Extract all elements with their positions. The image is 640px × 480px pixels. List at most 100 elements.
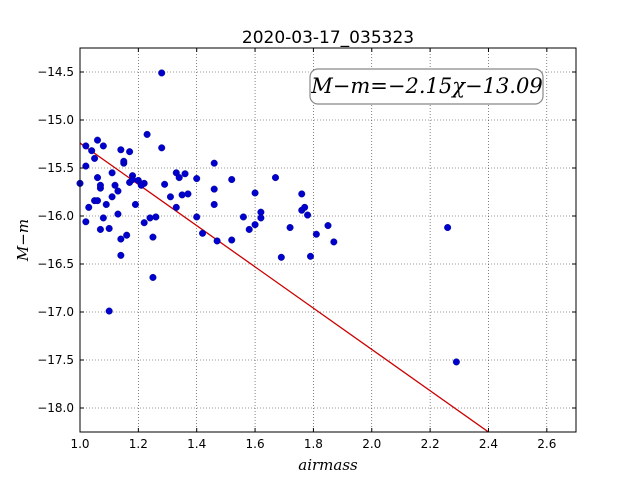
- data-point: [245, 225, 253, 233]
- data-point: [85, 203, 93, 211]
- data-point: [143, 130, 151, 138]
- chart-title: 2020-03-17_035323: [242, 28, 414, 48]
- data-point: [251, 221, 259, 229]
- plot-area: [76, 69, 490, 432]
- data-point: [286, 224, 294, 232]
- data-point: [82, 218, 90, 226]
- y-tick-label: −16.5: [37, 257, 74, 271]
- data-point: [172, 203, 180, 211]
- y-tick-label: −15.0: [37, 113, 74, 127]
- y-tick-label: −15.5: [37, 161, 74, 175]
- data-point: [251, 189, 259, 197]
- data-point: [114, 210, 122, 218]
- data-point: [94, 136, 102, 144]
- data-point: [96, 181, 104, 189]
- x-tick-label: 1.0: [70, 437, 89, 451]
- x-tick-label: 2.2: [421, 437, 440, 451]
- data-point: [117, 251, 125, 259]
- data-point: [158, 144, 166, 152]
- data-point: [444, 224, 452, 232]
- data-points: [76, 69, 460, 366]
- data-point: [88, 147, 96, 155]
- data-point: [117, 146, 125, 154]
- data-point: [452, 358, 460, 366]
- data-point: [111, 181, 119, 189]
- data-point: [114, 187, 122, 195]
- data-point: [228, 176, 236, 184]
- data-point: [102, 200, 110, 208]
- data-point: [166, 193, 174, 201]
- y-tick-label: −17.0: [37, 305, 74, 319]
- data-point: [126, 148, 134, 156]
- data-point: [199, 229, 207, 237]
- data-point: [99, 142, 107, 150]
- data-point: [146, 214, 154, 222]
- data-point: [301, 203, 309, 211]
- fit-line: [80, 142, 490, 432]
- x-tick-label: 1.8: [304, 437, 323, 451]
- data-point: [120, 157, 128, 165]
- equation-box: M−m=−2.15χ−13.09: [309, 68, 544, 105]
- x-tick-label: 2.4: [479, 437, 498, 451]
- data-point: [193, 175, 201, 183]
- y-tick-label: −18.0: [37, 401, 74, 415]
- y-tick-label: −16.0: [37, 209, 74, 223]
- data-point: [117, 235, 125, 243]
- data-point: [149, 233, 157, 241]
- grid-lines: [80, 48, 576, 432]
- data-point: [210, 159, 218, 167]
- data-point: [239, 213, 247, 221]
- data-point: [175, 174, 183, 182]
- data-point: [210, 200, 218, 208]
- data-point: [105, 307, 113, 315]
- y-axis-label: M−m: [14, 219, 32, 262]
- equation-box-frame: [309, 68, 544, 105]
- data-point: [193, 213, 201, 221]
- data-point: [94, 197, 102, 205]
- x-axis-label: airmass: [298, 456, 358, 474]
- data-point: [152, 213, 160, 221]
- data-point: [96, 225, 104, 233]
- data-point: [82, 142, 90, 150]
- data-point: [137, 181, 145, 189]
- data-point: [82, 162, 90, 170]
- data-point: [108, 169, 116, 177]
- data-point: [304, 211, 312, 219]
- data-point: [108, 193, 116, 201]
- y-tick-label: −17.5: [37, 353, 74, 367]
- data-point: [94, 174, 102, 182]
- y-tick-label: −14.5: [37, 65, 74, 79]
- data-point: [330, 238, 338, 246]
- plot-frame: [79, 47, 577, 433]
- data-point: [324, 222, 332, 230]
- axis-ticks: 1.0 1.2 1.4 1.6 1.8 2.0 2.2 2.4 2.6 −14.5 −15.0 −15…: [37, 48, 576, 451]
- data-point: [178, 191, 186, 199]
- data-point: [210, 185, 218, 193]
- data-point: [158, 69, 166, 77]
- data-point: [140, 219, 148, 227]
- data-point: [306, 252, 314, 260]
- fit-line-group: [80, 142, 490, 432]
- data-point: [131, 200, 139, 208]
- x-tick-label: 2.6: [537, 437, 556, 451]
- x-tick-label: 1.2: [129, 437, 148, 451]
- x-tick-label: 1.4: [187, 437, 206, 451]
- data-point: [184, 190, 192, 198]
- data-point: [149, 273, 157, 281]
- data-point: [277, 253, 285, 261]
- data-point: [312, 230, 320, 238]
- data-point: [105, 224, 113, 232]
- data-point: [228, 236, 236, 244]
- data-point: [161, 180, 169, 188]
- x-tick-label: 2.0: [362, 437, 381, 451]
- data-point: [213, 237, 221, 245]
- data-point: [257, 214, 265, 222]
- data-point: [129, 176, 137, 184]
- data-point: [271, 174, 279, 182]
- x-tick-label: 1.6: [246, 437, 265, 451]
- data-point: [181, 170, 189, 178]
- data-point: [298, 190, 306, 198]
- data-point: [99, 214, 107, 222]
- data-point: [91, 154, 99, 162]
